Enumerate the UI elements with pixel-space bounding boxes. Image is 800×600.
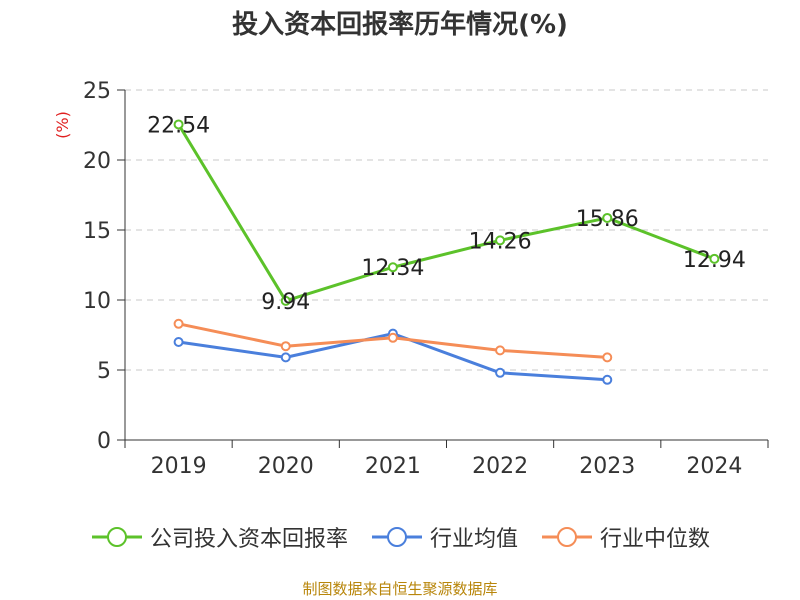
source-note: 制图数据来自恒生聚源数据库 (302, 580, 498, 598)
legend-swatch-icon (371, 527, 422, 547)
y-tick-label: 5 (97, 359, 111, 384)
y-tick-label: 0 (97, 429, 111, 454)
data-point (280, 295, 291, 306)
y-tick-label: 10 (83, 289, 111, 314)
y-tick-label: 15 (83, 219, 111, 244)
data-label: 9.94 (261, 290, 310, 315)
series-group (173, 119, 720, 385)
x-tick-label: 2020 (258, 454, 314, 479)
legend-label: 行业中位数 (600, 527, 711, 552)
data-point (495, 367, 506, 378)
data-label: 12.94 (683, 248, 746, 273)
chart-title: 投入资本回报率历年情况(%) (232, 10, 568, 40)
legend-item[interactable]: 行业均值 (370, 521, 518, 553)
data-point (495, 235, 506, 246)
legend-swatch-icon (542, 527, 592, 547)
y-axis-label: (%) (53, 111, 72, 139)
y-tick-label: 25 (83, 79, 111, 104)
x-tick-label: 2022 (472, 454, 528, 479)
data-point (387, 262, 398, 273)
y-tick-label: 20 (83, 149, 111, 174)
data-label: 12.34 (361, 256, 424, 281)
data-label: 22.54 (147, 113, 210, 138)
data-point (387, 332, 398, 343)
legend-item[interactable]: 公司投入资本回报率 (90, 521, 348, 553)
data-point (602, 352, 613, 363)
data-point (280, 341, 291, 352)
legend-label: 公司投入资本回报率 (149, 527, 348, 552)
x-tick-label: 2019 (151, 454, 207, 479)
x-tick-label: 2021 (365, 454, 421, 479)
data-point (602, 374, 613, 385)
data-label: 14.26 (469, 229, 532, 254)
legend: 公司投入资本回报率 行业均值 行业中位数 (0, 521, 800, 553)
legend-swatch-icon (91, 527, 142, 547)
series-line (177, 123, 715, 303)
data-point (173, 119, 184, 130)
grid-lines (125, 89, 768, 371)
x-tick-label: 2023 (579, 454, 635, 479)
data-label: 15.86 (576, 207, 639, 232)
data-point (173, 337, 184, 347)
data-point (173, 318, 184, 329)
data-point (280, 352, 291, 363)
legend-label: 行业均值 (429, 527, 518, 552)
axes: 0 5 10 15 20 25 2019 2020 2021 2022 2023 2024 (%) (53, 79, 769, 479)
data-point (602, 212, 613, 223)
data-point (495, 345, 506, 356)
legend-item[interactable]: 行业中位数 (540, 521, 710, 553)
data-labels: 22.54 9.94 12.34 14.26 15.86 12.94 (147, 113, 746, 314)
x-tick-label: 2024 (686, 454, 742, 479)
data-point (709, 253, 720, 264)
